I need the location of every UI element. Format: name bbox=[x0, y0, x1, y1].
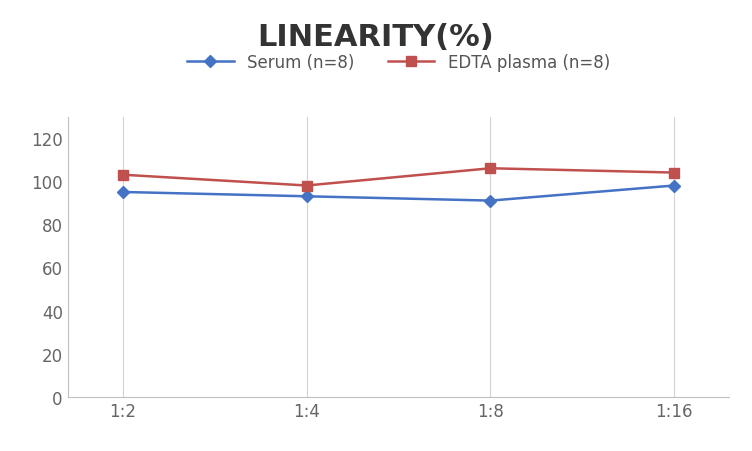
EDTA plasma (n=8) bbox=[302, 184, 311, 189]
Legend: Serum (n=8), EDTA plasma (n=8): Serum (n=8), EDTA plasma (n=8) bbox=[180, 47, 617, 78]
Line: EDTA plasma (n=8): EDTA plasma (n=8) bbox=[118, 164, 679, 191]
Serum (n=8) bbox=[486, 198, 495, 204]
EDTA plasma (n=8) bbox=[486, 166, 495, 171]
Serum (n=8) bbox=[670, 184, 679, 189]
Line: Serum (n=8): Serum (n=8) bbox=[119, 182, 678, 205]
EDTA plasma (n=8) bbox=[670, 170, 679, 176]
EDTA plasma (n=8) bbox=[118, 173, 127, 178]
Text: LINEARITY(%): LINEARITY(%) bbox=[258, 23, 494, 51]
Serum (n=8) bbox=[118, 190, 127, 195]
Serum (n=8) bbox=[302, 194, 311, 199]
